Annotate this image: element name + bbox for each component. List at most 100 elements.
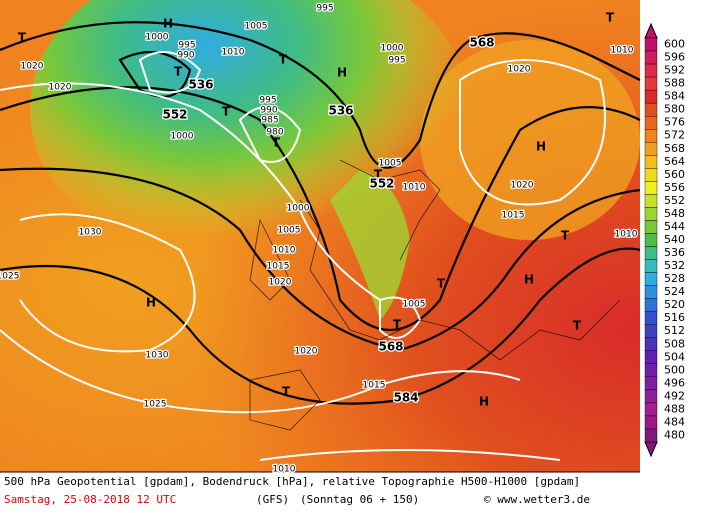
colorbar-swatch bbox=[644, 168, 658, 182]
colorbar-swatch bbox=[644, 89, 658, 104]
pressure-center-label: T bbox=[393, 318, 402, 332]
contour-label: 1000 bbox=[287, 204, 310, 214]
colorbar-swatch bbox=[644, 402, 658, 417]
colorbar-swatch bbox=[644, 246, 658, 260]
pressure-center-label: T bbox=[282, 385, 291, 399]
contour-label: 1020 bbox=[295, 347, 318, 357]
colorbar-swatch bbox=[644, 350, 658, 365]
contour-label: 995 bbox=[316, 4, 333, 14]
pressure-center-label: T bbox=[606, 11, 615, 25]
contour-label: 985 bbox=[261, 116, 278, 126]
colorbar-swatch bbox=[644, 63, 658, 78]
contour-label: 1015 bbox=[502, 211, 525, 221]
pressure-center-label: T bbox=[374, 168, 383, 182]
pressure-center-label: T bbox=[573, 319, 582, 333]
colorbar-label: 540 bbox=[664, 233, 685, 246]
contour-label: 1010 bbox=[273, 465, 296, 475]
footer-model: (GFS) bbox=[256, 493, 289, 506]
colorbar-label: 544 bbox=[664, 220, 685, 233]
colorbar-label: 496 bbox=[664, 376, 685, 389]
colorbar-label: 572 bbox=[664, 129, 685, 142]
colorbar-swatch bbox=[644, 50, 658, 65]
colorbar-swatch bbox=[644, 115, 658, 130]
colorbar-label: 488 bbox=[664, 402, 685, 415]
geopotential-contours bbox=[0, 21, 641, 405]
colorbar-swatch bbox=[644, 76, 658, 91]
colorbar-swatch bbox=[644, 324, 658, 338]
pressure-center-label: T bbox=[174, 65, 183, 79]
colorbar-label: 576 bbox=[664, 116, 685, 129]
colorbar-label: 480 bbox=[664, 428, 685, 441]
contour-label: 536 bbox=[328, 104, 353, 118]
contour-label: 1010 bbox=[222, 48, 245, 58]
colorbar-swatch bbox=[644, 194, 658, 208]
contour-label: 1020 bbox=[269, 278, 292, 288]
colorbar-label: 580 bbox=[664, 103, 685, 116]
contour-label: 1010 bbox=[615, 230, 638, 240]
contour-label: 552 bbox=[162, 108, 187, 122]
pressure-center-label: H bbox=[479, 395, 489, 409]
pressure-center-label: H bbox=[337, 66, 347, 80]
contour-label: 1030 bbox=[79, 228, 102, 238]
colorbar-label: 556 bbox=[664, 181, 685, 194]
contour-label: 1010 bbox=[611, 46, 634, 56]
map-shade bbox=[420, 40, 640, 240]
pressure-center-label: H bbox=[536, 140, 546, 154]
pressure-center-label: T bbox=[222, 105, 231, 119]
pressure-center-label: H bbox=[163, 17, 173, 31]
footer-date: Samstag, 25-08-2018 12 UTC bbox=[4, 493, 176, 506]
contour-label: 1020 bbox=[508, 65, 531, 75]
colorbar-swatch bbox=[644, 376, 658, 391]
contour-label: 1005 bbox=[278, 226, 301, 236]
contour-label: 1005 bbox=[245, 22, 268, 32]
colorbar-swatch bbox=[644, 311, 658, 325]
pressure-center-label: T bbox=[561, 229, 570, 243]
contour-label: 1015 bbox=[267, 262, 290, 272]
footer-credit: © www.wetter3.de bbox=[484, 493, 590, 506]
colorbar-swatch bbox=[644, 285, 658, 299]
colorbar-arrow bbox=[644, 22, 658, 39]
contour-label: 1010 bbox=[273, 246, 296, 256]
contour-label: 1015 bbox=[363, 381, 386, 391]
contour-label: 1000 bbox=[381, 44, 404, 54]
contour-label: 568 bbox=[378, 340, 403, 354]
contour-label: 1025 bbox=[144, 400, 167, 410]
pressure-center-label: H bbox=[146, 296, 156, 310]
contour-label: 1030 bbox=[146, 351, 169, 361]
contour-label: 1025 bbox=[0, 272, 19, 282]
contour-label: 1000 bbox=[171, 132, 194, 142]
colorbar-swatch bbox=[644, 102, 658, 117]
contour-label: 536 bbox=[188, 78, 213, 92]
colorbar-swatch bbox=[644, 389, 658, 404]
contour-label: 1005 bbox=[403, 300, 426, 310]
colorbar-swatch bbox=[644, 37, 658, 52]
colorbar-arrow bbox=[644, 441, 658, 458]
footer-description: 500 hPa Geopotential [gpdam], Bodendruck… bbox=[4, 475, 580, 488]
contour-label: 995 bbox=[178, 41, 195, 51]
contour-label: 1020 bbox=[21, 62, 44, 72]
pressure-center-label: T bbox=[18, 31, 27, 45]
colorbar-label: 596 bbox=[664, 51, 685, 64]
pressure-center-label: T bbox=[279, 53, 288, 67]
contour-label: 1005 bbox=[379, 159, 402, 169]
contour-label: 990 bbox=[177, 51, 194, 61]
colorbar-label: 564 bbox=[664, 155, 685, 168]
colorbar-label: 532 bbox=[664, 259, 685, 272]
colorbar-label: 520 bbox=[664, 298, 685, 311]
colorbar-label: 492 bbox=[664, 389, 685, 402]
colorbar-label: 584 bbox=[664, 90, 685, 103]
contour-label: 995 bbox=[388, 56, 405, 66]
colorbar-label: 548 bbox=[664, 207, 685, 220]
colorbar-label: 588 bbox=[664, 77, 685, 90]
pressure-center-label: T bbox=[272, 136, 281, 150]
contour-label: 568 bbox=[469, 36, 494, 50]
colorbar-label: 516 bbox=[664, 311, 685, 324]
colorbar-swatch bbox=[644, 207, 658, 221]
colorbar-swatch bbox=[644, 363, 658, 378]
contour-label: 1020 bbox=[49, 83, 72, 93]
coastlines bbox=[249, 159, 621, 431]
colorbar-swatch bbox=[644, 337, 658, 351]
contour-label: 1000 bbox=[146, 33, 169, 43]
